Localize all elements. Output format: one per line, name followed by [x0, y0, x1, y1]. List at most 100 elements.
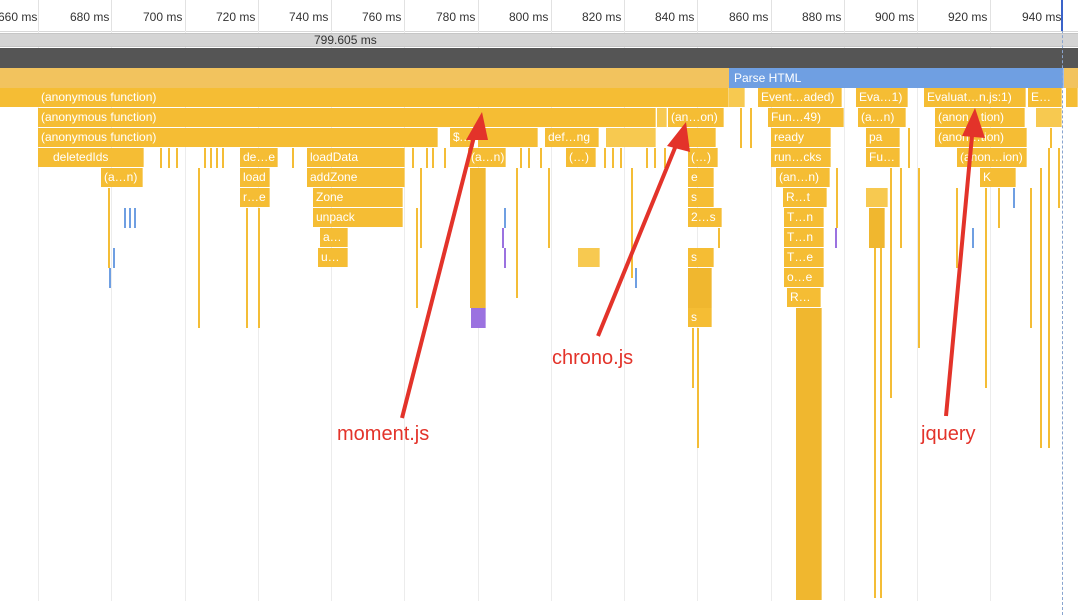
flame-spike[interactable]	[740, 108, 742, 148]
flame-spike[interactable]	[540, 148, 542, 168]
flame-block[interactable]: (an…n)	[776, 168, 830, 187]
flame-stack[interactable]	[470, 168, 486, 308]
flame-block[interactable]: run…cks	[771, 148, 831, 167]
flame-block[interactable]: Evaluat…n.js:1)	[924, 88, 1026, 107]
flame-block[interactable]: ready	[771, 128, 831, 147]
flame-block[interactable]	[657, 108, 667, 127]
flame-spike[interactable]	[998, 188, 1000, 228]
selection-duration-bar[interactable]: 799.605 ms	[0, 33, 1078, 47]
flame-block[interactable]: s	[688, 188, 714, 207]
flame-spike[interactable]	[880, 248, 882, 598]
flame-spike[interactable]	[176, 148, 178, 168]
flame-spike[interactable]	[134, 208, 136, 228]
timeline-cursor-line[interactable]	[1062, 0, 1064, 615]
flame-block[interactable]: (anonymous function)	[38, 88, 729, 107]
flame-spike[interactable]	[502, 228, 504, 248]
flame-spike[interactable]	[646, 148, 648, 168]
flame-spike[interactable]	[416, 208, 418, 308]
flame-spike[interactable]	[612, 148, 614, 168]
flame-spike[interactable]	[956, 188, 958, 268]
flame-spike[interactable]	[1058, 148, 1060, 208]
flame-block[interactable]	[578, 248, 600, 267]
timeline-ruler[interactable]: 660 ms 680 ms 700 ms 720 ms 740 ms 760 m…	[0, 0, 1078, 32]
flame-block[interactable]: R…t	[783, 188, 827, 207]
flame-spike[interactable]	[972, 228, 974, 248]
flame-spike[interactable]	[1030, 188, 1032, 328]
flame-block[interactable]: o…e	[784, 268, 824, 287]
flame-spike[interactable]	[631, 168, 633, 278]
flame-spike[interactable]	[129, 208, 131, 228]
flame-block[interactable]	[866, 188, 888, 207]
flame-spike[interactable]	[444, 148, 446, 168]
flame-block[interactable]: Fun…49)	[768, 108, 844, 127]
flame-spike[interactable]	[516, 168, 518, 298]
flame-block[interactable]: R…	[787, 288, 821, 307]
flame-block[interactable]	[1036, 108, 1062, 127]
flame-spike[interactable]	[985, 188, 987, 388]
flame-block[interactable]: load	[240, 168, 270, 187]
flame-spike[interactable]	[426, 148, 428, 168]
flame-block[interactable]	[686, 128, 716, 147]
flame-spike[interactable]	[604, 148, 606, 168]
flame-block[interactable]: (anonymous function)	[38, 108, 656, 127]
flame-spike[interactable]	[292, 148, 294, 168]
flame-block[interactable]: s	[688, 308, 712, 327]
flame-spike[interactable]	[908, 128, 910, 168]
flame-block[interactable]: K	[980, 168, 1016, 187]
flame-block[interactable]: unpack	[313, 208, 403, 227]
flame-spike[interactable]	[124, 208, 126, 228]
flame-spike[interactable]	[620, 148, 622, 168]
flame-block[interactable]	[478, 128, 538, 147]
flame-block[interactable]: addZone	[307, 168, 405, 187]
flame-spike[interactable]	[204, 148, 206, 168]
flame-spike[interactable]	[108, 188, 110, 268]
flame-spike[interactable]	[246, 208, 248, 328]
flame-block[interactable]: Eva…1)	[856, 88, 908, 107]
flame-spike[interactable]	[198, 168, 200, 328]
flame-stack[interactable]	[688, 268, 712, 308]
flame-spike[interactable]	[1050, 128, 1052, 148]
flame-spike[interactable]	[750, 108, 752, 148]
flame-block[interactable]: (…)	[688, 148, 718, 167]
flame-spike[interactable]	[420, 168, 422, 248]
flame-block[interactable]: r…e	[240, 188, 270, 207]
flame-block[interactable]: e	[688, 168, 714, 187]
flame-spike[interactable]	[504, 248, 506, 268]
flame-spike[interactable]	[635, 268, 637, 288]
flame-spike[interactable]	[222, 148, 224, 168]
flame-block[interactable]: u…	[318, 248, 348, 267]
flame-spike[interactable]	[874, 248, 876, 598]
flame-block[interactable]: T…e	[784, 248, 824, 267]
parse-html-block[interactable]: Parse HTML	[729, 68, 1064, 88]
flame-spike[interactable]	[664, 148, 666, 168]
flame-block[interactable]: $.…	[450, 128, 474, 147]
flame-block[interactable]: Fu…	[866, 148, 900, 167]
flame-block[interactable]: (anon…ion)	[957, 148, 1027, 167]
flame-block[interactable]: s	[688, 248, 714, 267]
flame-spike[interactable]	[160, 148, 162, 168]
flame-spike[interactable]	[654, 148, 656, 168]
flame-spike[interactable]	[109, 268, 111, 288]
flame-block[interactable]: loadData	[307, 148, 405, 167]
flame-block[interactable]	[606, 128, 656, 147]
flame-block[interactable]: E…	[1028, 88, 1062, 107]
flame-spike[interactable]	[548, 168, 550, 248]
flame-spike[interactable]	[718, 228, 720, 248]
flame-spike[interactable]	[835, 228, 837, 248]
flame-spike[interactable]	[697, 328, 699, 448]
flame-block[interactable]: (a…n)	[468, 148, 506, 167]
flame-block[interactable]: (…)	[566, 148, 596, 167]
flame-block[interactable]: deletedIds	[38, 148, 144, 167]
flame-spike[interactable]	[692, 328, 694, 388]
flame-block[interactable]: de…e	[240, 148, 278, 167]
flame-stack[interactable]	[869, 208, 885, 248]
flame-block[interactable]: a…	[320, 228, 348, 247]
flame-spike[interactable]	[520, 148, 522, 168]
flame-block[interactable]: 2…s	[688, 208, 722, 227]
flame-spike[interactable]	[918, 168, 920, 348]
timeline-cursor-handle[interactable]	[1061, 0, 1063, 31]
flame-block-script[interactable]	[471, 308, 486, 328]
flame-block[interactable]: pa	[866, 128, 900, 147]
flame-stack[interactable]	[796, 308, 822, 600]
